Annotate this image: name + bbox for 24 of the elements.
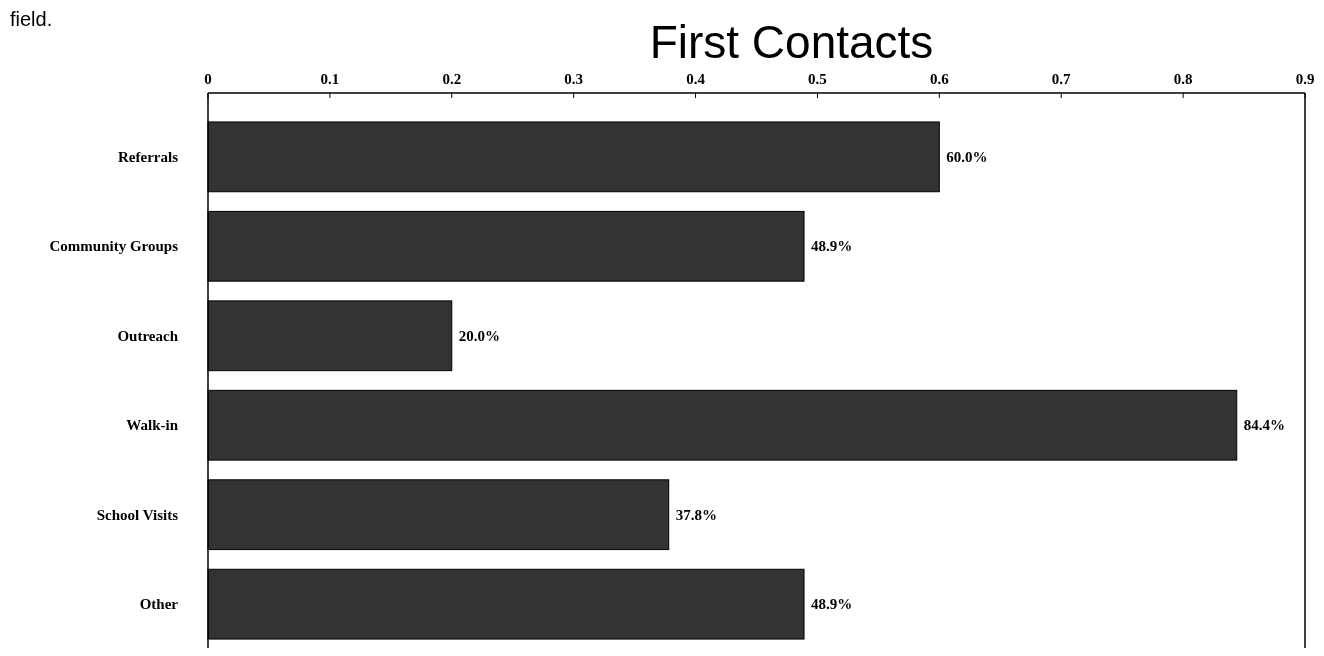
y-tick-label: Referrals — [118, 148, 179, 165]
text: field. — [10, 8, 53, 30]
data-label: 48.9% — [811, 596, 853, 613]
data-label: 60.0% — [946, 148, 988, 165]
y-tick-label: Other — [139, 596, 179, 613]
x-tick-label: 0 — [204, 71, 212, 87]
x-tick-label: 0.4 — [686, 71, 706, 87]
x-tick-label: 0.5 — [808, 71, 827, 87]
data-label: 48.9% — [811, 238, 853, 255]
x-tick-label: 0.7 — [1051, 71, 1072, 87]
x-tick-label: 0.3 — [564, 71, 584, 87]
chart-title: First Contacts — [649, 16, 934, 68]
x-tick-label: 0.6 — [929, 71, 950, 87]
data-label: 20.0% — [458, 327, 501, 344]
y-tick-label: School Visits — [96, 506, 179, 523]
x-tick-label: 0.9 — [1295, 71, 1315, 87]
data-label: 37.8% — [675, 506, 717, 523]
x-tick-label: 0.2 — [442, 71, 462, 87]
y-tick-label: Community Groups — [49, 238, 179, 255]
data-label: 84.4% — [1243, 417, 1285, 434]
y-tick-label: Outreach — [117, 327, 179, 344]
x-tick-label: 0.8 — [1173, 71, 1193, 87]
y-tick-label: Walk-in — [126, 417, 179, 434]
x-tick-label: 0.1 — [320, 71, 340, 87]
